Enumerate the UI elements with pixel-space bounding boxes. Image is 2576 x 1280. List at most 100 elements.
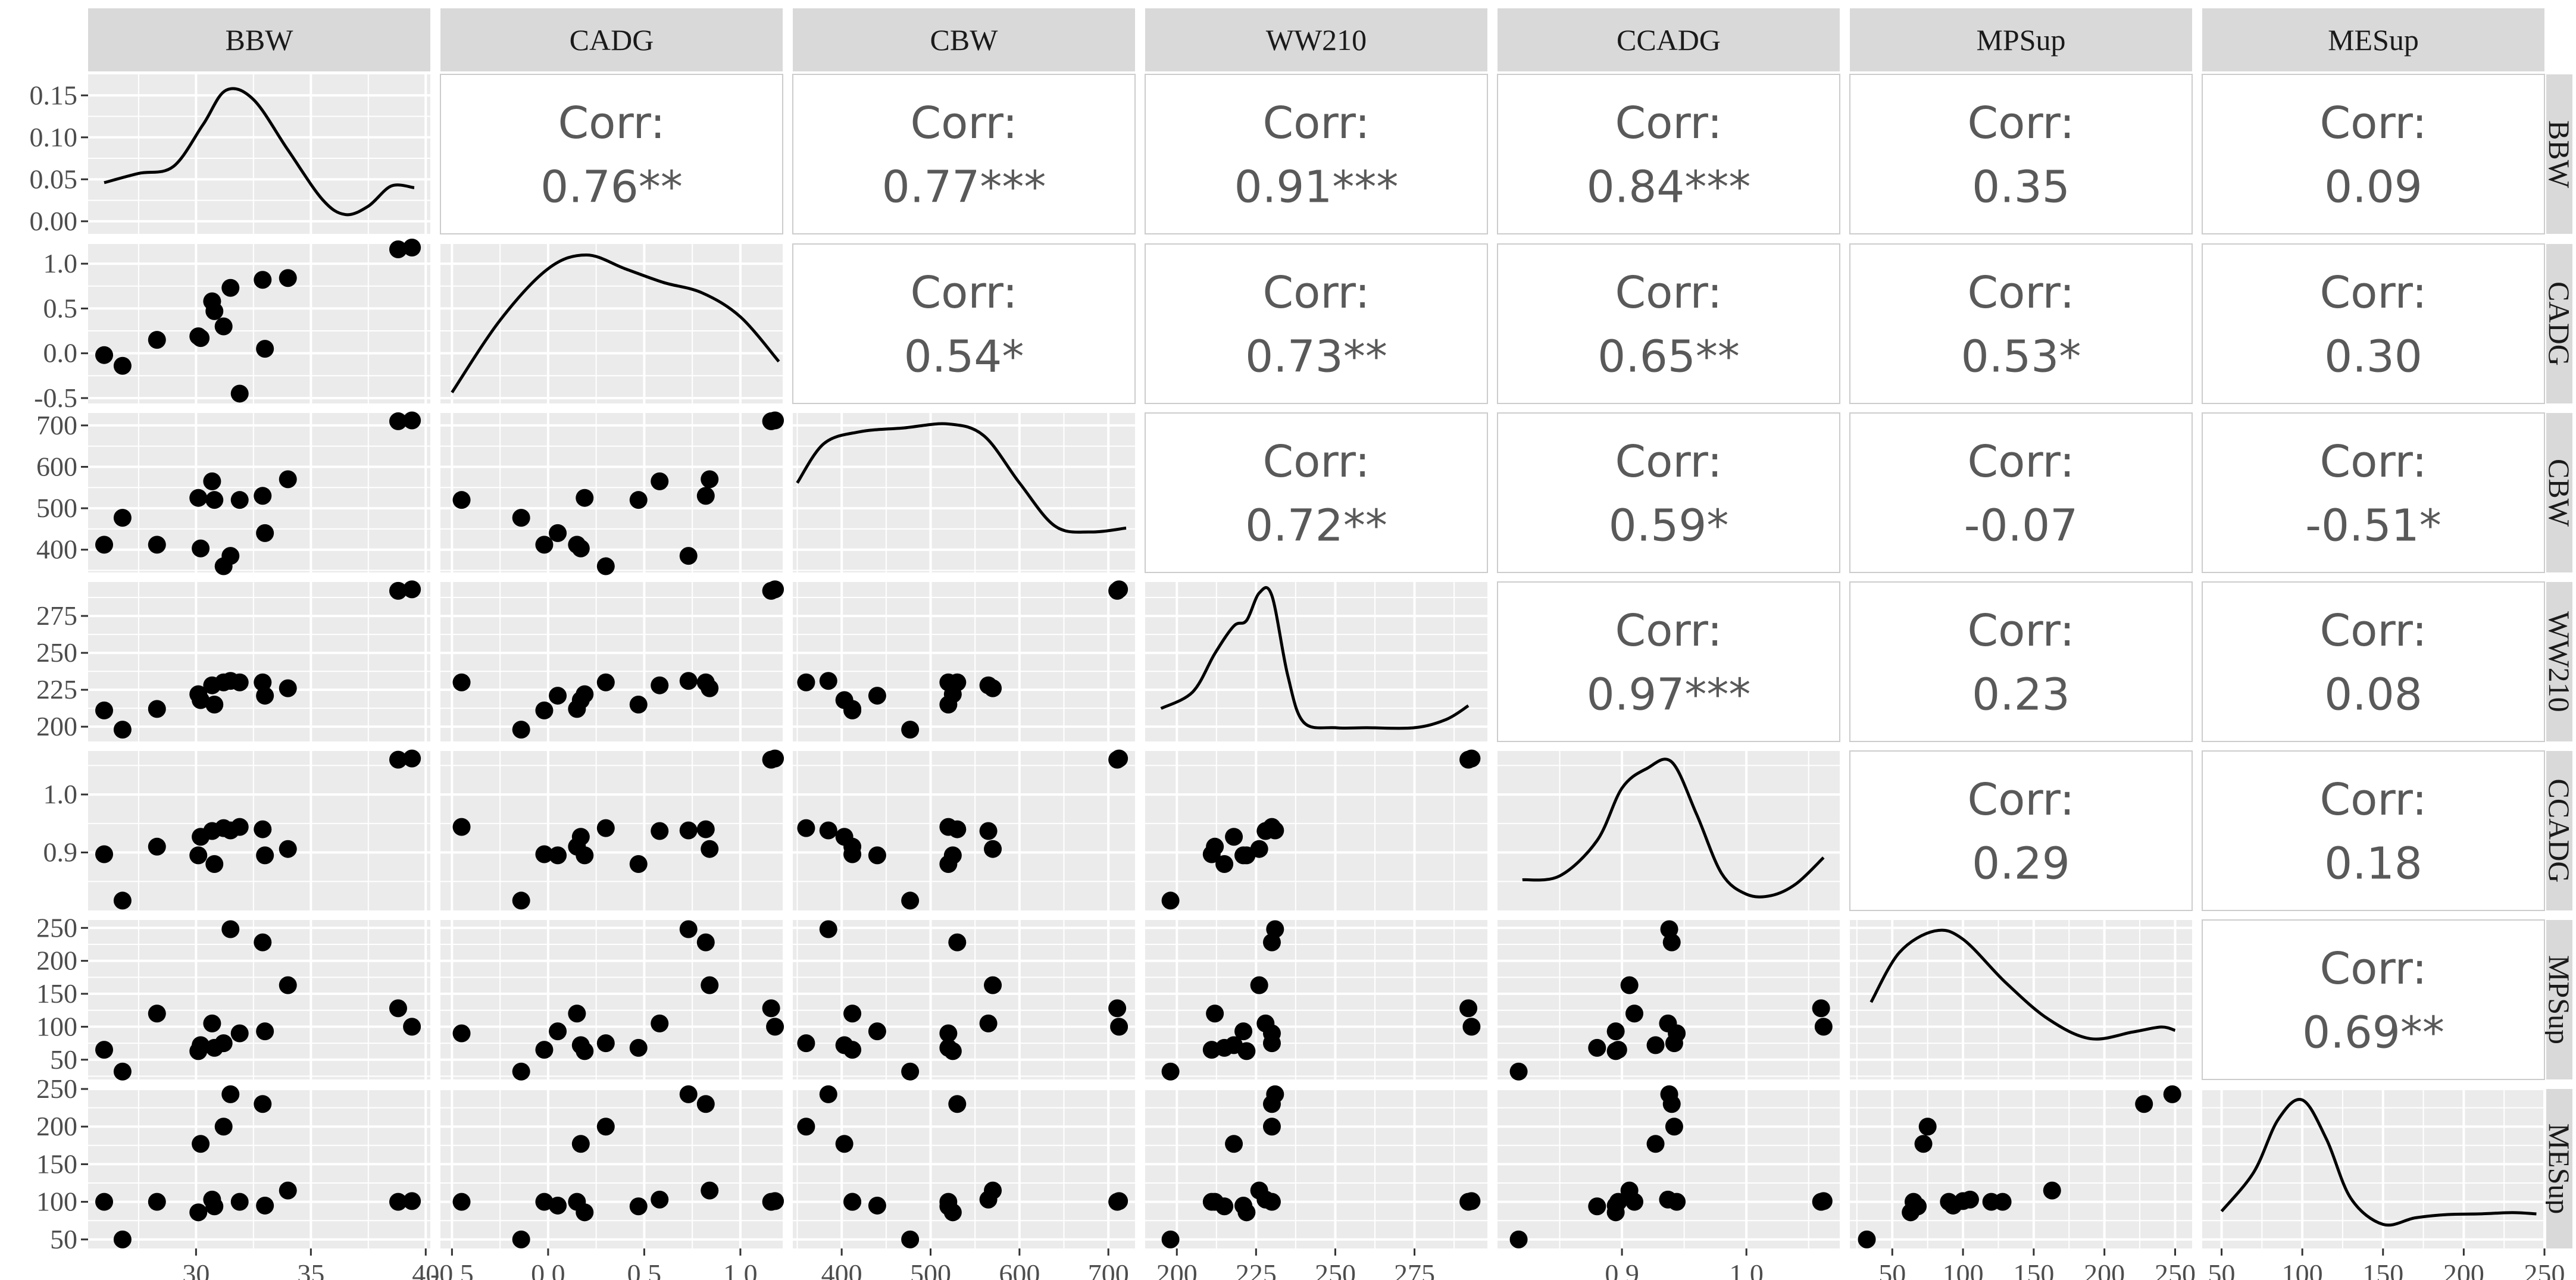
panel-bg [88,74,430,234]
y-tick-label: 250 [36,1074,77,1104]
scatter-point [868,1196,886,1215]
scatter-point [452,1024,471,1043]
corr-value: 0.08 [2324,669,2422,720]
scatter-point [696,487,715,505]
scatter-point [576,489,594,507]
panel-ww210-ccadg: Corr: 0.97*** [1497,581,1840,742]
corr-panel-bg [1145,74,1488,234]
scatter-point [389,581,407,600]
bottom-axis-cbw: 400 500 600 700 [821,1248,1129,1280]
scatter-point [1606,1196,1625,1215]
scatter-point [679,1085,698,1103]
scatter-point [939,695,958,713]
column-strip-label: CBW [930,23,999,57]
corr-value: 0.65** [1598,331,1740,382]
scatter-point [1459,999,1478,1018]
scatter-point [984,840,1002,858]
panel-cadg-ccadg: Corr: 0.65** [1497,243,1840,404]
scatter-point [868,1022,886,1041]
scatter-point [535,1193,554,1211]
scatter-point [596,1034,615,1053]
panel-ww210-bbw [88,580,430,741]
scatter-point [948,933,967,952]
scatter-point [939,1038,958,1057]
row-strip-bg [2546,74,2572,234]
x-tick-label: 200 [2084,1259,2125,1280]
scatter-point [1262,933,1281,952]
corr-panel-bg [2202,243,2545,404]
scatter-point [403,1192,421,1210]
row-strip-mpsup: MPSup [2543,920,2576,1079]
panel-bbw-cbw: Corr: 0.77*** [792,74,1136,234]
panel-bbw-ccadg: Corr: 0.84*** [1497,74,1840,234]
column-strip-cadg: CADG [440,8,783,71]
x-tick-label: 50 [1878,1259,1906,1280]
scatter-point [192,539,210,558]
row-strip-mesup: MESup [2543,1089,2576,1248]
left-axis-bbw: 0.00 0.05 0.10 0.15 [30,80,88,236]
scatter-point [205,855,224,874]
y-tick-label: 200 [36,946,77,976]
scatter-point [1161,1230,1180,1248]
scatter-point [843,1193,862,1211]
panel-cadg-bbw [88,239,430,403]
y-tick-label: 250 [36,912,77,943]
scatter-point [452,1193,471,1211]
scatter-point [254,673,272,691]
scatter-point [512,509,530,527]
corr-label: Corr: [1615,98,1722,149]
x-tick-label: 225 [1236,1259,1277,1280]
scatter-point [535,536,554,554]
panel-mesup-cadg [440,1085,784,1248]
scatter-point [1858,1230,1876,1248]
panel-ccadg-cbw [793,749,1135,910]
scatter-point [1225,1135,1243,1153]
panel-bbw-bbw [88,74,430,234]
scatter-point [1954,1192,1972,1210]
column-strip-cbw: CBW [793,8,1135,71]
corr-label: Corr: [2319,774,2427,825]
corr-value: 0.29 [1972,838,2070,889]
scatter-point [230,491,249,509]
scatter-point [549,1196,567,1215]
panel-bbw-mpsup: Corr: 0.35 [1849,74,2193,234]
scatter-point [549,687,567,705]
bottom-axis-ccadg: 0.9 1.0 [1605,1248,1764,1280]
panel-bg [1145,920,1487,1079]
corr-value: 0.09 [2324,161,2422,212]
scatter-point [576,1203,594,1222]
scatter-point [205,695,224,713]
scatter-point [766,411,784,430]
scatter-point [679,821,698,840]
scatter-point [512,1062,530,1081]
scatter-point [1625,1004,1643,1023]
panel-bg [88,1089,430,1248]
panel-ccadg-bbw [88,749,430,910]
scatter-point [1660,920,1678,938]
row-strip-label: CCADG [2543,778,2576,882]
scatter-point [230,384,249,403]
column-strip-ccadg: CCADG [1498,8,1840,71]
panel-bg [88,244,430,403]
scatter-point [843,1004,862,1023]
scatter-point [1814,1192,1833,1210]
scatter-point [148,1004,166,1023]
x-tick-label: 150 [2013,1259,2054,1280]
density-curve [1160,586,1470,730]
x-tick-label: 250 [2524,1259,2565,1280]
scatter-point [189,489,208,507]
x-tick-label: 250 [1315,1259,1356,1280]
scatter-point [1662,1095,1681,1113]
scatter-point [203,1014,221,1032]
scatter-point [571,691,590,709]
scatter-point [148,1193,166,1211]
scatter-point [113,509,132,527]
corr-panel-bg [792,74,1136,234]
column-strip-label: WW210 [1266,23,1367,57]
panel-bg [2202,1089,2544,1248]
row-strip-bg [2546,582,2572,741]
scatter-point [279,679,297,697]
scatter-point [254,1095,272,1113]
